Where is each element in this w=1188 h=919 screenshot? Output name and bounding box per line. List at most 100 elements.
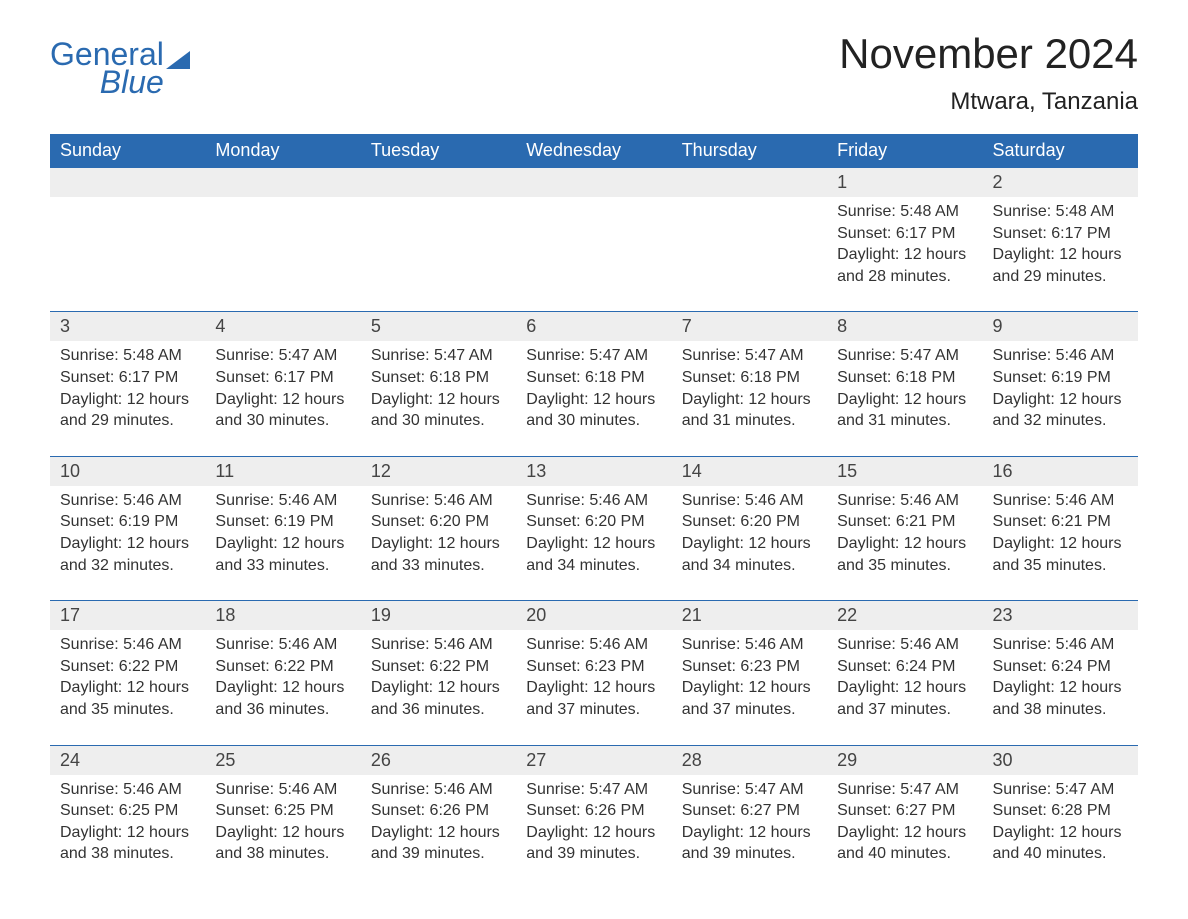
calendar-table: SundayMondayTuesdayWednesdayThursdayFrid… bbox=[50, 134, 1138, 889]
day-details: Sunrise: 5:47 AMSunset: 6:27 PMDaylight:… bbox=[672, 775, 827, 865]
day-number: 28 bbox=[672, 746, 827, 775]
day-number: 20 bbox=[516, 601, 671, 630]
logo: General Blue bbox=[50, 38, 190, 98]
daylight-line-2: and 37 minutes. bbox=[837, 699, 972, 721]
sunrise-line: Sunrise: 5:47 AM bbox=[682, 345, 817, 367]
day-details: Sunrise: 5:47 AMSunset: 6:28 PMDaylight:… bbox=[983, 775, 1138, 865]
daylight-line-2: and 31 minutes. bbox=[682, 410, 817, 432]
daylight-line-2: and 36 minutes. bbox=[215, 699, 350, 721]
calendar-cell: 13Sunrise: 5:46 AMSunset: 6:20 PMDayligh… bbox=[516, 456, 671, 600]
daylight-line-2: and 37 minutes. bbox=[682, 699, 817, 721]
day-number: 4 bbox=[205, 312, 360, 341]
day-details: Sunrise: 5:46 AMSunset: 6:19 PMDaylight:… bbox=[50, 486, 205, 576]
daylight-line-1: Daylight: 12 hours bbox=[993, 244, 1128, 266]
sunrise-line: Sunrise: 5:47 AM bbox=[215, 345, 350, 367]
daylight-line-2: and 39 minutes. bbox=[682, 843, 817, 865]
calendar-cell-empty bbox=[50, 168, 205, 312]
day-number: 14 bbox=[672, 457, 827, 486]
day-number: 29 bbox=[827, 746, 982, 775]
sunrise-line: Sunrise: 5:47 AM bbox=[526, 779, 661, 801]
daylight-line-1: Daylight: 12 hours bbox=[371, 822, 506, 844]
daylight-line-1: Daylight: 12 hours bbox=[60, 822, 195, 844]
day-details: Sunrise: 5:46 AMSunset: 6:21 PMDaylight:… bbox=[983, 486, 1138, 576]
day-number: 6 bbox=[516, 312, 671, 341]
daylight-line-2: and 29 minutes. bbox=[993, 266, 1128, 288]
calendar-cell: 21Sunrise: 5:46 AMSunset: 6:23 PMDayligh… bbox=[672, 601, 827, 745]
day-details: Sunrise: 5:47 AMSunset: 6:18 PMDaylight:… bbox=[361, 341, 516, 431]
daylight-line-2: and 30 minutes. bbox=[371, 410, 506, 432]
daylight-line-2: and 39 minutes. bbox=[371, 843, 506, 865]
sunrise-line: Sunrise: 5:47 AM bbox=[526, 345, 661, 367]
daylight-line-1: Daylight: 12 hours bbox=[526, 677, 661, 699]
calendar-cell: 6Sunrise: 5:47 AMSunset: 6:18 PMDaylight… bbox=[516, 312, 671, 456]
day-number bbox=[672, 168, 827, 197]
day-number: 30 bbox=[983, 746, 1138, 775]
sunset-line: Sunset: 6:22 PM bbox=[60, 656, 195, 678]
sunrise-line: Sunrise: 5:46 AM bbox=[993, 345, 1128, 367]
daylight-line-2: and 38 minutes. bbox=[60, 843, 195, 865]
calendar-cell: 10Sunrise: 5:46 AMSunset: 6:19 PMDayligh… bbox=[50, 456, 205, 600]
sunset-line: Sunset: 6:18 PM bbox=[371, 367, 506, 389]
sunrise-line: Sunrise: 5:48 AM bbox=[837, 201, 972, 223]
daylight-line-1: Daylight: 12 hours bbox=[215, 822, 350, 844]
daylight-line-2: and 40 minutes. bbox=[993, 843, 1128, 865]
sunset-line: Sunset: 6:28 PM bbox=[993, 800, 1128, 822]
day-number: 10 bbox=[50, 457, 205, 486]
daylight-line-2: and 34 minutes. bbox=[682, 555, 817, 577]
sunrise-line: Sunrise: 5:46 AM bbox=[526, 634, 661, 656]
day-details: Sunrise: 5:47 AMSunset: 6:18 PMDaylight:… bbox=[516, 341, 671, 431]
sunrise-line: Sunrise: 5:47 AM bbox=[993, 779, 1128, 801]
calendar-cell: 27Sunrise: 5:47 AMSunset: 6:26 PMDayligh… bbox=[516, 745, 671, 889]
sunset-line: Sunset: 6:20 PM bbox=[682, 511, 817, 533]
sunrise-line: Sunrise: 5:46 AM bbox=[215, 634, 350, 656]
calendar-cell: 2Sunrise: 5:48 AMSunset: 6:17 PMDaylight… bbox=[983, 168, 1138, 312]
sunset-line: Sunset: 6:19 PM bbox=[60, 511, 195, 533]
sunset-line: Sunset: 6:18 PM bbox=[682, 367, 817, 389]
sunrise-line: Sunrise: 5:48 AM bbox=[993, 201, 1128, 223]
sunrise-line: Sunrise: 5:46 AM bbox=[526, 490, 661, 512]
day-details: Sunrise: 5:46 AMSunset: 6:22 PMDaylight:… bbox=[205, 630, 360, 720]
day-details: Sunrise: 5:46 AMSunset: 6:19 PMDaylight:… bbox=[983, 341, 1138, 431]
day-number: 25 bbox=[205, 746, 360, 775]
day-details: Sunrise: 5:48 AMSunset: 6:17 PMDaylight:… bbox=[827, 197, 982, 287]
daylight-line-1: Daylight: 12 hours bbox=[215, 533, 350, 555]
day-details: Sunrise: 5:48 AMSunset: 6:17 PMDaylight:… bbox=[983, 197, 1138, 287]
day-number: 8 bbox=[827, 312, 982, 341]
day-number: 9 bbox=[983, 312, 1138, 341]
calendar-cell: 17Sunrise: 5:46 AMSunset: 6:22 PMDayligh… bbox=[50, 601, 205, 745]
day-details: Sunrise: 5:47 AMSunset: 6:18 PMDaylight:… bbox=[827, 341, 982, 431]
calendar-cell: 28Sunrise: 5:47 AMSunset: 6:27 PMDayligh… bbox=[672, 745, 827, 889]
day-number: 18 bbox=[205, 601, 360, 630]
sunset-line: Sunset: 6:21 PM bbox=[993, 511, 1128, 533]
calendar-cell: 7Sunrise: 5:47 AMSunset: 6:18 PMDaylight… bbox=[672, 312, 827, 456]
daylight-line-1: Daylight: 12 hours bbox=[60, 533, 195, 555]
sunset-line: Sunset: 6:21 PM bbox=[837, 511, 972, 533]
sunrise-line: Sunrise: 5:46 AM bbox=[993, 634, 1128, 656]
calendar-cell: 4Sunrise: 5:47 AMSunset: 6:17 PMDaylight… bbox=[205, 312, 360, 456]
sunrise-line: Sunrise: 5:46 AM bbox=[371, 490, 506, 512]
sunrise-line: Sunrise: 5:47 AM bbox=[837, 345, 972, 367]
calendar-cell: 12Sunrise: 5:46 AMSunset: 6:20 PMDayligh… bbox=[361, 456, 516, 600]
day-of-week-header: Monday bbox=[205, 134, 360, 168]
sunset-line: Sunset: 6:23 PM bbox=[682, 656, 817, 678]
daylight-line-1: Daylight: 12 hours bbox=[837, 822, 972, 844]
sunset-line: Sunset: 6:18 PM bbox=[837, 367, 972, 389]
sunrise-line: Sunrise: 5:46 AM bbox=[60, 490, 195, 512]
sunrise-line: Sunrise: 5:47 AM bbox=[682, 779, 817, 801]
daylight-line-2: and 39 minutes. bbox=[526, 843, 661, 865]
daylight-line-2: and 35 minutes. bbox=[993, 555, 1128, 577]
calendar-cell: 3Sunrise: 5:48 AMSunset: 6:17 PMDaylight… bbox=[50, 312, 205, 456]
day-number: 3 bbox=[50, 312, 205, 341]
day-number: 22 bbox=[827, 601, 982, 630]
sunset-line: Sunset: 6:23 PM bbox=[526, 656, 661, 678]
day-number: 11 bbox=[205, 457, 360, 486]
day-number: 24 bbox=[50, 746, 205, 775]
sunrise-line: Sunrise: 5:46 AM bbox=[371, 779, 506, 801]
day-details: Sunrise: 5:46 AMSunset: 6:19 PMDaylight:… bbox=[205, 486, 360, 576]
sunset-line: Sunset: 6:25 PM bbox=[215, 800, 350, 822]
day-number bbox=[205, 168, 360, 197]
daylight-line-1: Daylight: 12 hours bbox=[526, 533, 661, 555]
calendar-cell: 19Sunrise: 5:46 AMSunset: 6:22 PMDayligh… bbox=[361, 601, 516, 745]
day-details: Sunrise: 5:47 AMSunset: 6:17 PMDaylight:… bbox=[205, 341, 360, 431]
sunrise-line: Sunrise: 5:46 AM bbox=[993, 490, 1128, 512]
